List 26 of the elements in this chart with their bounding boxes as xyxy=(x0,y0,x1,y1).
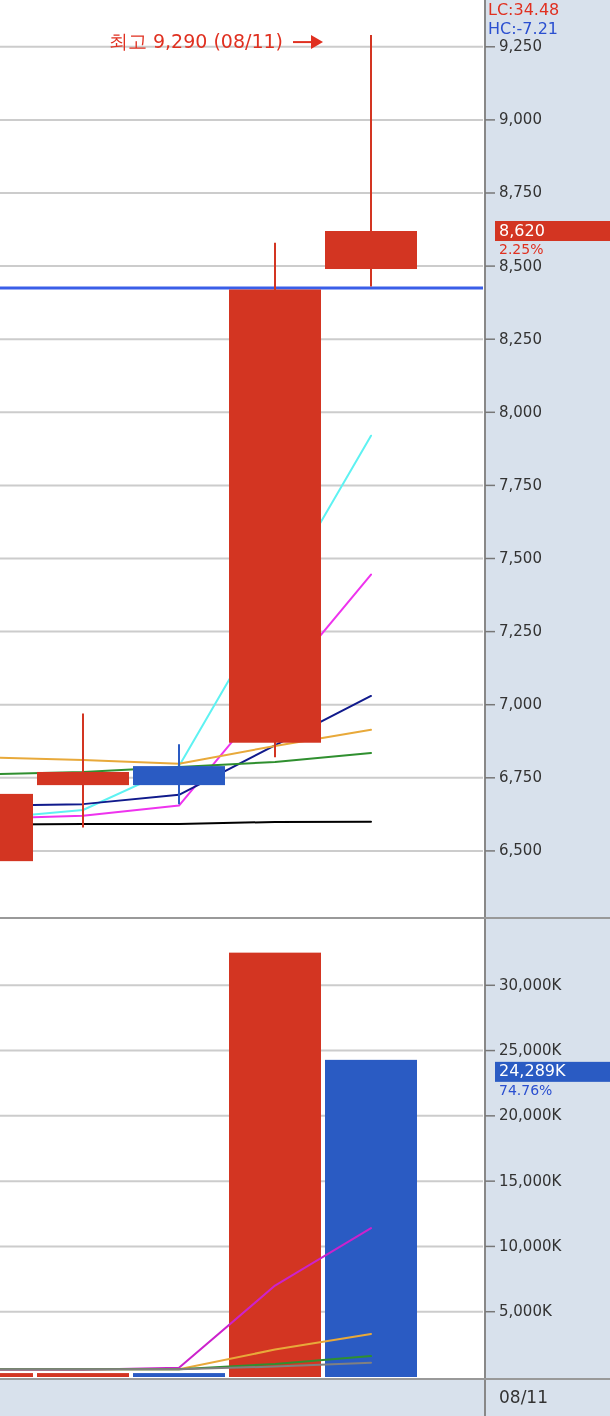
y-tick-label: 6,500 xyxy=(499,841,542,860)
text: 24,289K xyxy=(499,1061,566,1081)
y-tick-label: 15,000K xyxy=(499,1171,563,1190)
y-tick-label: 30,000K xyxy=(499,975,563,994)
text: 08/11 xyxy=(499,1387,548,1407)
y-tick-label: 8,750 xyxy=(499,183,542,202)
y-tick-label: 6,750 xyxy=(499,768,542,787)
text: 74.76% xyxy=(499,1081,553,1098)
y-tick-label: 5,000K xyxy=(499,1302,553,1321)
text: HC:-7.21 xyxy=(488,18,558,38)
y-tick-label: 7,000 xyxy=(499,695,542,714)
y-tick-label: 7,500 xyxy=(499,549,542,567)
annotation: 최고 9,290 (08/11) xyxy=(108,29,283,52)
y-tick-label: 8,500 xyxy=(499,256,542,275)
y-tick-label: 20,000K xyxy=(499,1106,563,1125)
y-tick-label: 7,750 xyxy=(499,475,542,494)
y-tick-label: 25,000K xyxy=(499,1041,563,1060)
text: 8,620 xyxy=(499,220,545,240)
y-tick-label: 7,250 xyxy=(499,622,542,641)
text: 2.25% xyxy=(499,241,544,257)
y-tick-label: 9,250 xyxy=(499,37,542,56)
y-tick-label: 10,000K xyxy=(499,1236,563,1255)
y-tick-label: 8,250 xyxy=(499,329,542,348)
y-tick-label: 9,000 xyxy=(499,110,542,129)
y-tick-label: 8,000 xyxy=(499,402,542,421)
text: LC:34.48 xyxy=(488,0,560,19)
